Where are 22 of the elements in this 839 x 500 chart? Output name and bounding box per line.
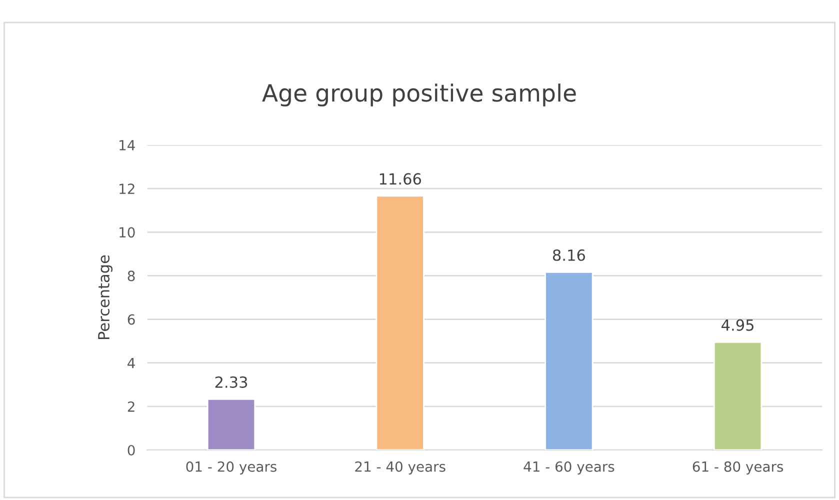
y-axis-title: Percentage <box>98 255 112 339</box>
data-label: 8.16 <box>552 249 585 261</box>
y-tick-label: 6 <box>128 314 135 325</box>
data-label: 2.33 <box>215 376 248 388</box>
bar <box>713 341 762 450</box>
chart-title: Age group positive sample <box>262 84 576 106</box>
y-tick-label: 12 <box>120 184 134 194</box>
bar <box>376 195 424 450</box>
y-tick-label: 14 <box>120 140 135 150</box>
bar <box>544 272 594 450</box>
x-tick-label: 01 - 20 years <box>186 461 276 475</box>
y-tick-label: 0 <box>128 444 135 456</box>
data-label: 4.95 <box>722 319 754 331</box>
y-tick-label: 10 <box>120 227 135 238</box>
bar <box>206 398 256 450</box>
y-tick-label: 4 <box>128 358 135 368</box>
y-tick-label: 8 <box>128 270 135 282</box>
data-label: 11.66 <box>380 173 422 185</box>
x-tick-label: 41 - 60 years <box>524 461 614 475</box>
y-tick-label: 2 <box>128 401 134 412</box>
x-tick-label: 21 - 40 years <box>355 461 446 475</box>
x-tick-label: 61 - 80 years <box>692 461 784 475</box>
